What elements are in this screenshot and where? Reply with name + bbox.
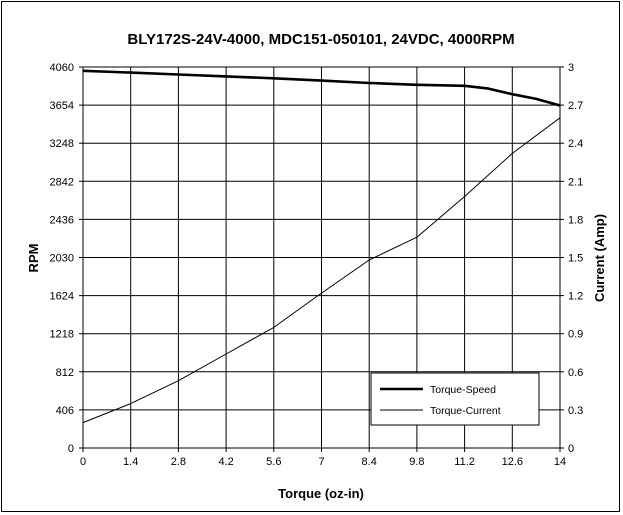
y-tick-label: 1624: [50, 291, 74, 303]
axis-ticks: 0 1.4 2.8 4.2 5.6 7 8.4 9.8 11.2 12.6 140406812121…: [50, 62, 584, 468]
legend-box: [370, 372, 540, 426]
x-tick-label: 8.4: [362, 456, 377, 468]
series-line-torque-current: [82, 117, 561, 424]
x-tick-label: 5.6: [266, 456, 281, 468]
x-tick-label: 12.6: [502, 456, 523, 468]
y-tick-label: 2436: [50, 214, 74, 226]
x-tick-label: 2.8: [171, 456, 186, 468]
y2-tick-label: 1.5: [568, 253, 583, 265]
y-tick-label: 2030: [50, 253, 74, 265]
x-tick-label: 11.2: [454, 456, 475, 468]
legend-label-torque-current: Torque-Current: [430, 405, 501, 417]
x-tick-label: 0: [80, 456, 86, 468]
y-tick-label: 812: [56, 367, 74, 379]
x-tick-label: 14: [554, 456, 566, 468]
y2-tick-label: 0.3: [568, 405, 583, 417]
legend-label-torque-speed: Torque-Speed: [430, 384, 496, 396]
legend: Torque-Speed Torque-Current: [370, 372, 540, 426]
y-axis-title: RPM: [26, 244, 41, 273]
y2-tick-label: 1.2: [568, 291, 583, 303]
series-group: [82, 69, 561, 424]
x-tick-label: 9.8: [409, 456, 424, 468]
chart-title: BLY172S-24V-4000, MDC151-050101, 24VDC, …: [127, 31, 514, 48]
y-tick-label: 0: [68, 443, 74, 455]
y2-axis-title: Current (Amp): [592, 214, 607, 302]
x-tick-label: 4.2: [218, 456, 233, 468]
y-tick-label: 1218: [50, 329, 74, 341]
y2-tick-label: 2.1: [568, 176, 583, 188]
y2-tick-label: 2.7: [568, 100, 583, 112]
y-tick-label: 3248: [50, 138, 74, 150]
y2-tick-label: 0: [568, 443, 574, 455]
y2-tick-label: 2.4: [568, 138, 583, 150]
x-axis-title: Torque (oz-in): [278, 486, 364, 501]
y2-tick-label: 0.6: [568, 367, 583, 379]
x-tick-label: 1.4: [123, 456, 138, 468]
y-tick-label: 2842: [50, 176, 74, 188]
y-tick-label: 4060: [50, 62, 74, 74]
y-tick-label: 3654: [50, 100, 74, 112]
series-line-torque-speed: [82, 69, 561, 107]
y2-tick-label: 3: [568, 62, 574, 74]
y2-tick-label: 1.8: [568, 214, 583, 226]
y-tick-label: 406: [56, 405, 74, 417]
y2-tick-label: 0.9: [568, 329, 583, 341]
x-tick-label: 7: [318, 456, 324, 468]
